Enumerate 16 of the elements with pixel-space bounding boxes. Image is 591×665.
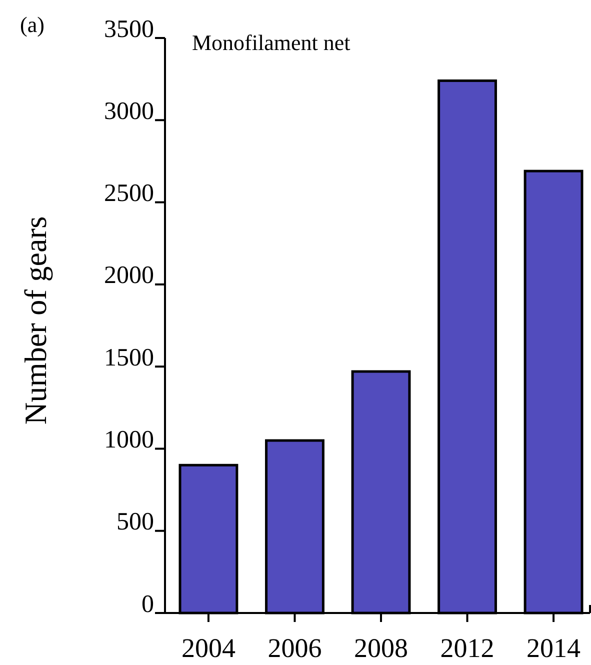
x-tick-label: 2006 [268, 633, 322, 663]
y-tick-label: 3000 [104, 98, 154, 125]
text: (a) [20, 12, 44, 37]
y-tick-label: 500 [116, 508, 154, 536]
y-tick-label: 3500 [104, 16, 154, 43]
x-tick-label: 2004 [181, 633, 236, 663]
y-tick-label: 1500 [104, 344, 154, 372]
y-tick-label: 2500 [104, 180, 154, 208]
y-tick-label: 0 [142, 590, 154, 618]
x-tick-label: 2014 [526, 633, 582, 663]
y-axis-title: Number of gears [18, 216, 53, 425]
y-tick-label: 1000 [104, 426, 154, 454]
y-tick-label: 2000 [104, 262, 154, 290]
chart-title: Monofilament net [192, 30, 350, 55]
x-tick-label: 2008 [354, 633, 408, 663]
x-tick-label: 2012 [440, 633, 494, 663]
